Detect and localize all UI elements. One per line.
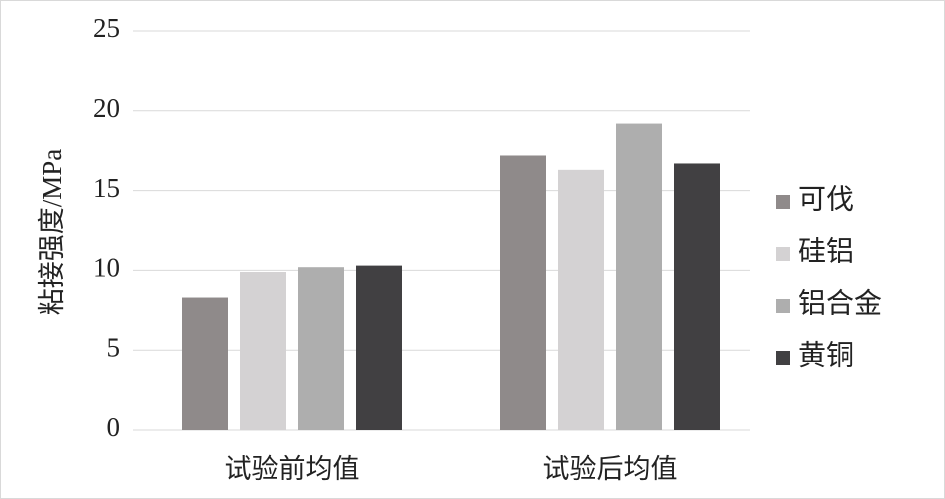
legend-label: 黄铜: [798, 339, 854, 371]
bar: [240, 271, 286, 430]
legend-label: 硅铝: [798, 235, 854, 267]
legend-label: 铝合金: [798, 287, 882, 319]
y-axis-label: 粘接强度/MPa: [37, 149, 67, 316]
bar: [616, 123, 662, 431]
y-tick-label: 10: [93, 253, 120, 283]
y-tick-label: 0: [107, 412, 121, 442]
legend-swatch: [776, 195, 790, 209]
y-tick-label: 15: [93, 173, 120, 203]
bar: [298, 267, 344, 430]
bar: [182, 297, 228, 430]
x-tick-label: 试验前均值: [225, 454, 360, 484]
y-tick-label: 25: [93, 13, 120, 43]
legend-swatch: [776, 299, 790, 313]
y-tick-label: 20: [93, 93, 120, 123]
x-tick-label: 试验后均值: [543, 454, 678, 484]
bar: [356, 265, 402, 430]
bar: [500, 155, 546, 430]
legend-label: 可伐: [798, 183, 854, 215]
legend-swatch: [776, 247, 790, 261]
bar: [674, 163, 720, 430]
bar: [558, 169, 604, 431]
y-tick-label: 5: [107, 332, 121, 362]
legend-swatch: [776, 351, 790, 365]
